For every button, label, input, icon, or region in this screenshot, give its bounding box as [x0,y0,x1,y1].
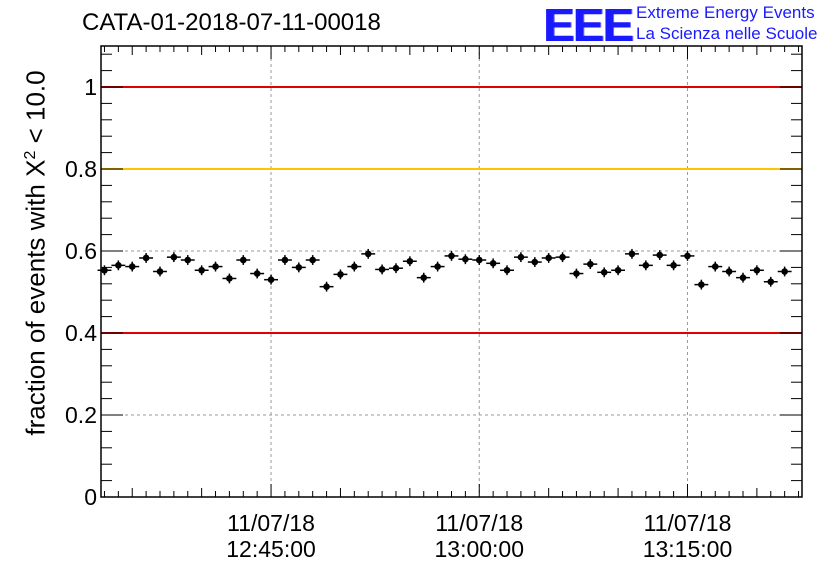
data-point [545,254,552,262]
x-tick-label-date: 11/07/18 [435,510,523,536]
data-point [434,263,441,270]
data-point [670,262,677,269]
data-point [226,275,233,282]
data-point [392,264,400,272]
data-point [198,266,205,274]
data-point [711,263,719,270]
data-point [295,264,303,271]
data-point [156,268,164,275]
x-tick-label-date: 11/07/18 [227,510,315,536]
data-point [323,283,330,290]
data-point [600,269,608,276]
plot-frame [100,45,803,498]
data-point [684,252,691,260]
data-point [739,274,747,281]
data-point [239,256,247,264]
data-point [351,263,358,270]
x-tick-label-time: 13:00:00 [434,536,524,562]
eee-logo: EEE [543,0,633,51]
y-axis-label: fraction of events with X2 < 10.0 [20,70,51,436]
data-point [517,253,525,261]
logo-line-1: Extreme Energy Events [636,3,815,22]
data-point [781,268,788,275]
y-tick-label: 1 [84,74,97,100]
data-point [309,256,316,264]
data-point [101,266,108,274]
data-point [462,255,469,263]
data-point [128,263,136,270]
data-point [115,262,122,269]
chart-title: CATA-01-2018-07-11-00018 [82,9,381,36]
y-tick-label: 0 [84,484,97,510]
data-point [531,258,539,266]
data-point [489,260,497,267]
logo-line-2: La Scienza nelle Scuole [636,24,818,43]
data-point [170,253,178,261]
data-point [337,271,344,278]
data-point [725,268,733,275]
data-point [253,270,261,277]
data-point [503,266,511,274]
data-point [406,257,414,265]
data-point [642,262,650,269]
data-point [475,256,483,264]
data-point [267,276,275,284]
y-tick-label: 0.8 [65,156,97,182]
y-tick-label: 0.6 [65,238,97,264]
data-point [420,274,428,281]
y-tick-label: 0.4 [65,320,97,346]
data-point [587,260,594,268]
data-point [378,266,386,273]
data-point [628,250,636,258]
data-point [184,256,192,264]
data-point [753,266,761,274]
y-tick-label: 0.2 [65,402,97,428]
data-point [656,251,664,259]
data-point [559,253,566,261]
data-point [281,256,289,264]
x-tick-label-time: 13:15:00 [643,536,733,562]
data-point [364,250,372,258]
data-point [767,278,775,286]
x-tick-label-time: 12:45:00 [226,536,316,562]
x-tick-label-date: 11/07/18 [644,510,732,536]
data-point [142,254,150,262]
data-point [573,270,580,277]
data-point [212,263,219,270]
data-point [448,252,455,260]
data-point [698,281,705,288]
data-point [614,266,622,274]
